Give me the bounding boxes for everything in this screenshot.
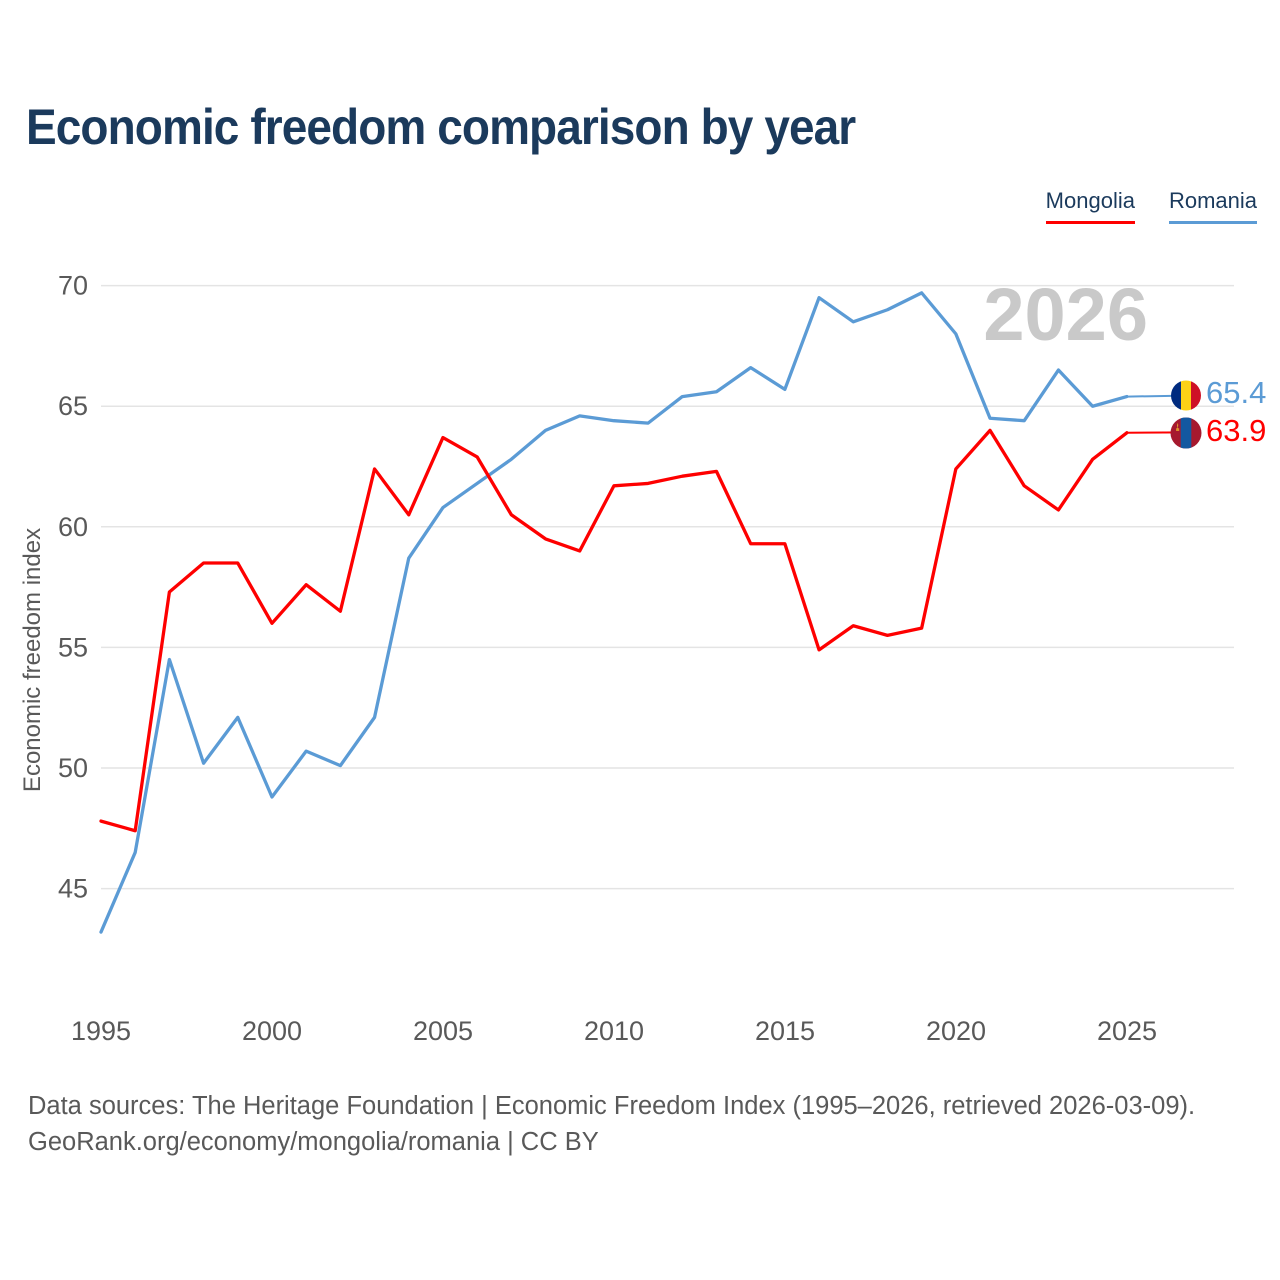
svg-text:2025: 2025	[1097, 1016, 1157, 1046]
svg-text:60: 60	[58, 512, 88, 542]
svg-text:1995: 1995	[71, 1016, 131, 1046]
svg-text:2026: 2026	[983, 273, 1148, 356]
svg-text:65.4: 65.4	[1206, 375, 1266, 410]
svg-text:63.9: 63.9	[1206, 413, 1266, 448]
svg-text:2015: 2015	[755, 1016, 815, 1046]
svg-text:2005: 2005	[413, 1016, 473, 1046]
svg-text:55: 55	[58, 632, 88, 662]
svg-text:45: 45	[58, 874, 88, 904]
svg-text:70: 70	[58, 271, 88, 301]
svg-text:65: 65	[58, 391, 88, 421]
svg-text:2000: 2000	[242, 1016, 302, 1046]
svg-text:2020: 2020	[926, 1016, 986, 1046]
svg-text:Economic freedom index: Economic freedom index	[19, 528, 46, 792]
svg-text:2010: 2010	[584, 1016, 644, 1046]
svg-text:50: 50	[58, 753, 88, 783]
